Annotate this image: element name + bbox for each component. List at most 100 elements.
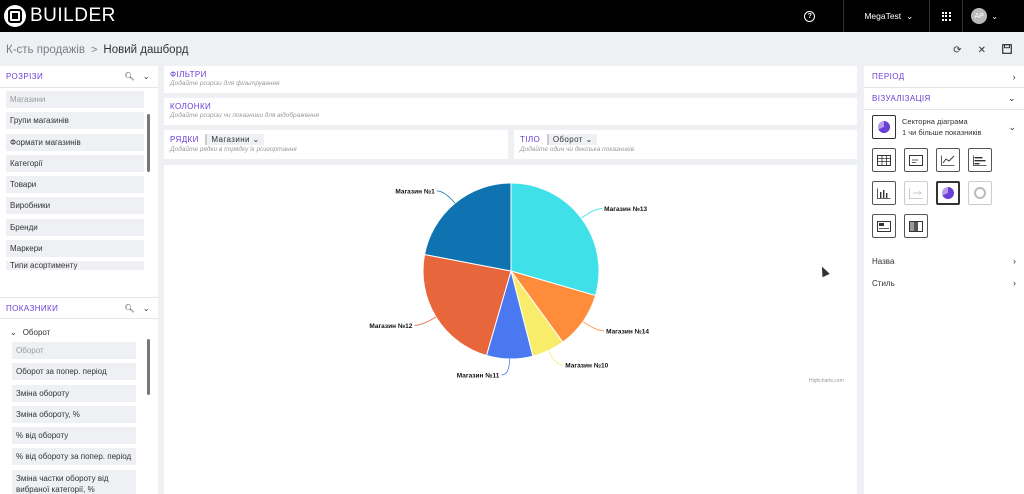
visualization-grid [864, 144, 1024, 242]
scrollbar[interactable] [147, 114, 150, 172]
list-item[interactable]: Виробники [6, 197, 144, 215]
account-name: MegaTest [864, 11, 902, 21]
divider [962, 0, 964, 32]
chevron-down-icon: ⌄ [10, 327, 17, 337]
chevron-right-icon: › [1013, 256, 1016, 266]
period-title: ПЕРІОД [872, 72, 905, 81]
list-item[interactable]: Зміна обороту [12, 384, 136, 402]
pie-slice[interactable] [422, 253, 512, 357]
scrollbar[interactable] [147, 339, 150, 395]
top-bar: BUILDER ? MegaTest ⌄ AP ⌄ [0, 0, 1024, 32]
filters-zone[interactable]: ФІЛЬТРИ Додайте розрізи для фільтрування [164, 66, 857, 93]
save-icon[interactable] [1002, 43, 1012, 57]
chevron-down-icon[interactable]: ⌄ [991, 11, 998, 21]
empty-slot [1000, 148, 1024, 172]
name-section[interactable]: Назва › [864, 250, 1024, 272]
visualization-name: Секторна діаграма [902, 117, 968, 126]
column-chart-icon[interactable] [872, 181, 896, 205]
list-item[interactable]: Групи магазинів [6, 112, 144, 130]
table-icon[interactable] [872, 148, 896, 172]
rows-chip-label: Магазини [211, 135, 250, 144]
pie-label: Магазин №11 [457, 372, 500, 379]
body-zone[interactable]: ТІЛО Оборот ⌄ Додайте один чи декілька п… [514, 130, 857, 159]
pie-connector [414, 316, 437, 326]
list-item[interactable]: Формати магазинів [6, 133, 144, 151]
list-item[interactable]: Маркери [6, 240, 144, 258]
pie-connector [548, 350, 564, 366]
breadcrumb-parent[interactable]: К-сть продажів [6, 44, 85, 56]
list-item[interactable]: Зміна обороту, % [12, 405, 136, 423]
measures-search-input[interactable]: Оборот [12, 342, 136, 359]
pie-slice[interactable] [510, 182, 600, 297]
chart-credit[interactable]: Highcharts.com [809, 378, 844, 384]
visualization-selector[interactable]: Секторна діаграма 1 чи більше показників… [864, 110, 1024, 144]
list-item[interactable]: Товари [6, 176, 144, 194]
search-icon[interactable]: 🔍︎ [124, 303, 135, 313]
columns-title: КОЛОНКИ [170, 102, 212, 111]
body-hint: Додайте один чи декілька показників [520, 146, 634, 153]
search-icon[interactable]: 🔍︎ [124, 72, 135, 81]
breadcrumb-separator: > [90, 44, 98, 56]
chevron-right-icon: › [1012, 71, 1016, 82]
chevron-down-icon[interactable]: ⌄ [142, 303, 150, 313]
logo-icon [8, 9, 22, 23]
donut-chart-icon[interactable] [968, 181, 992, 205]
account-selector[interactable]: MegaTest ⌄ [844, 11, 929, 22]
avatar[interactable]: AP [971, 8, 988, 24]
pie-slice[interactable] [423, 182, 512, 272]
dimensions-search-input[interactable]: Магазини [6, 91, 144, 108]
heatmap-icon[interactable] [904, 214, 928, 238]
list-item[interactable]: Оборот за попер. період [12, 363, 136, 381]
kpi-icon[interactable] [872, 214, 896, 238]
rows-hint: Додайте рядки в порядку їх розгортання [170, 146, 297, 153]
pie-label: Магазин №12 [369, 323, 412, 330]
pie-chart-icon [872, 115, 896, 139]
style-section[interactable]: Стиль › [864, 272, 1024, 294]
chevron-down-icon[interactable]: ⌄ [142, 72, 150, 81]
list-item[interactable]: Зміна частки обороту від вибраної катего… [12, 469, 136, 494]
list-item[interactable]: Типи асортименту [6, 261, 144, 271]
horizontal-bar-icon[interactable] [968, 148, 992, 172]
pie-connector [582, 321, 605, 332]
period-section[interactable]: ПЕРІОД › [864, 66, 1024, 88]
breadcrumb: К-сть продажів > Новий дашборд ⟳ ✕ [0, 38, 1024, 62]
chevron-down-icon[interactable]: ⌄ [1008, 121, 1016, 132]
body-chip[interactable]: Оборот ⌄ [546, 134, 597, 145]
measures-header: ПОКАЗНИКИ 🔍︎ ⌄ [0, 297, 158, 319]
help-icon[interactable]: ? [804, 10, 816, 22]
scatter-icon[interactable] [904, 181, 928, 205]
measure-group-label: Оборот [22, 327, 51, 337]
list-item[interactable]: % від обороту [12, 427, 136, 445]
close-icon[interactable]: ✕ [977, 44, 986, 56]
measure-group[interactable]: ⌄ Оборот [0, 319, 158, 339]
apps-grid-icon[interactable] [930, 11, 962, 21]
list-item[interactable]: Категорії [6, 154, 144, 172]
name-label: Назва [872, 256, 895, 266]
pie-label: Магазин №1 [395, 188, 435, 195]
pie-chart-icon[interactable] [936, 181, 960, 205]
chevron-down-icon: ⌄ [1008, 93, 1016, 103]
visualization-desc: 1 чи більше показників [902, 128, 982, 137]
measures-title: ПОКАЗНИКИ [6, 303, 59, 313]
dimensions-list: Магазини Групи магазинів Формати магазин… [0, 88, 158, 288]
left-panel: РОЗРІЗИ 🔍︎ ⌄ Магазини Групи магазинів Фор… [0, 66, 158, 494]
rows-chip[interactable]: Магазини ⌄ [205, 134, 264, 145]
line-chart-icon[interactable] [936, 148, 960, 172]
columns-hint: Додайте розрізи чи показники для відобра… [170, 112, 319, 119]
logo[interactable] [4, 5, 26, 27]
list-item[interactable]: % від обороту за попер. період [12, 448, 136, 466]
visualization-title: ВІЗУАЛІЗАЦІЯ [872, 94, 931, 103]
filters-hint: Додайте розрізи для фільтрування [170, 80, 280, 87]
columns-zone[interactable]: КОЛОНКИ Додайте розрізи чи показники для… [164, 98, 857, 125]
chevron-down-icon: ⌄ [906, 10, 914, 21]
style-label: Стиль [872, 278, 895, 288]
pie-label: Магазин №10 [565, 363, 608, 370]
body-title: ТІЛО [520, 135, 541, 144]
refresh-icon[interactable]: ⟳ [953, 44, 962, 56]
pie-chart: Магазин №13 Магазин №14 Магазин №10 Магазин… [369, 182, 649, 379]
rows-zone[interactable]: РЯДКИ Магазини ⌄ Додайте рядки в порядку… [164, 130, 508, 159]
list-item[interactable]: Бренди [6, 218, 144, 236]
measures-list: ⌄ Оборот Оборот Оборот за попер. період З… [0, 319, 158, 494]
visualization-section[interactable]: ВІЗУАЛІЗАЦІЯ ⌄ [864, 88, 1024, 110]
card-icon[interactable] [904, 148, 928, 172]
